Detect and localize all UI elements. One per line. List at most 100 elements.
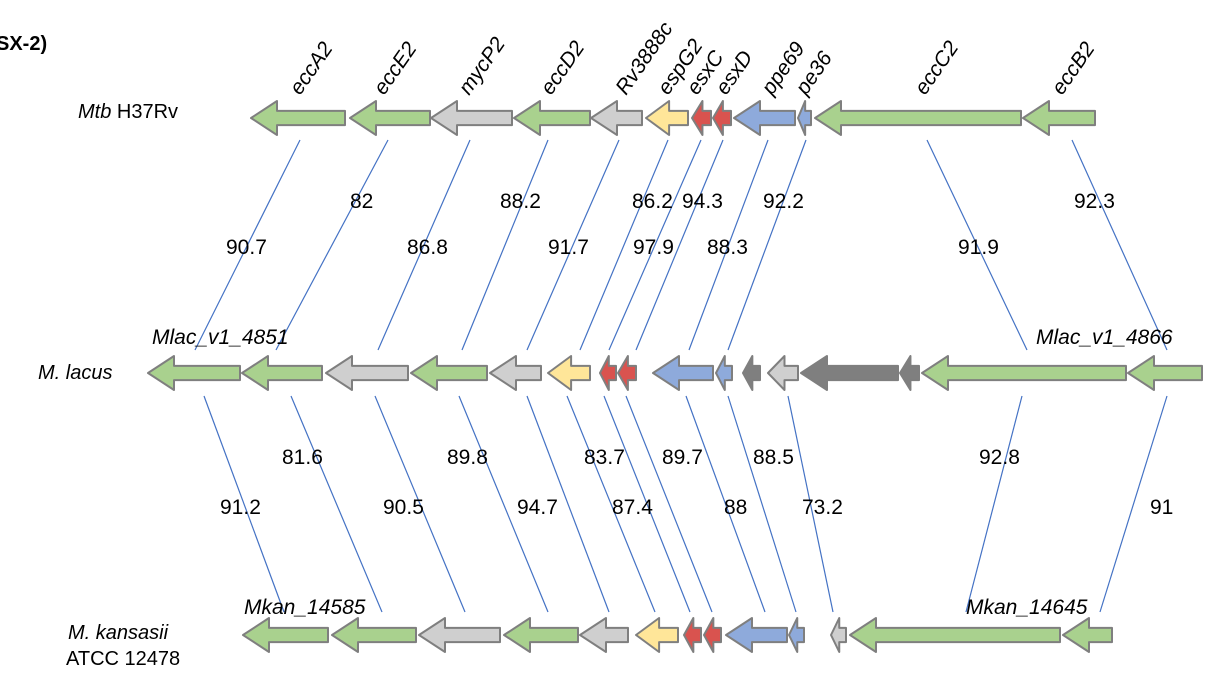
gene-arrow <box>635 617 679 653</box>
gene-arrow <box>703 617 722 653</box>
homology-link <box>458 395 549 613</box>
gene-arrow <box>503 617 579 653</box>
homology-link <box>566 395 656 613</box>
gene-arrow <box>742 355 761 391</box>
identity-value: 81.6 <box>282 446 323 469</box>
homology-link <box>1099 395 1168 613</box>
gene-arrow <box>814 100 1022 136</box>
homology-link <box>685 395 766 613</box>
homology-link <box>625 395 713 613</box>
gene-arrow <box>921 355 1127 391</box>
gene-arrow <box>725 617 788 653</box>
gene-arrow <box>645 100 689 136</box>
identity-value: 91.9 <box>958 236 999 259</box>
locus-label-mkan-left: Mkan_14585 <box>244 596 366 619</box>
identity-value: 88.5 <box>753 446 794 469</box>
gene-arrow <box>250 100 346 136</box>
identity-value: 90.7 <box>226 236 267 259</box>
identity-value: 83.7 <box>584 446 625 469</box>
gene-arrow <box>590 100 643 136</box>
gene-arrow <box>800 355 899 391</box>
identity-value: 92.2 <box>763 190 804 213</box>
identity-value: 88.2 <box>500 190 541 213</box>
gene-name-label: eccA2 <box>285 38 338 99</box>
gene-arrow <box>1062 617 1113 653</box>
genome-strain-mkan: ATCC 12478 <box>66 648 181 670</box>
gene-arrow <box>712 100 732 136</box>
panel-title: SX-2) <box>0 33 47 55</box>
gene-arrow <box>733 100 796 136</box>
homology-link <box>965 395 1023 613</box>
gene-name-label: eccC2 <box>910 37 963 99</box>
homology-link <box>526 139 620 351</box>
identity-value: 94.7 <box>517 496 558 519</box>
homology-link <box>727 395 797 613</box>
homology-link <box>579 139 669 351</box>
homology-link <box>290 395 383 613</box>
gene-arrow <box>418 617 501 653</box>
identity-value: 86.2 <box>632 190 673 213</box>
homology-link <box>377 139 471 351</box>
homology-link <box>374 395 466 613</box>
homology-link <box>727 139 807 351</box>
gene-arrow <box>599 355 617 391</box>
gene-name-label: eccD2 <box>536 37 589 99</box>
genome-name-mkan: M. kansasii <box>68 622 169 644</box>
gene-arrow <box>797 100 812 136</box>
gene-arrow <box>547 355 591 391</box>
identity-value: 88.3 <box>707 236 748 259</box>
gene-arrow <box>242 617 329 653</box>
gene-arrow <box>652 355 714 391</box>
locus-label-mkan-right: Mkan_14645 <box>966 596 1088 619</box>
gene-arrow <box>325 355 409 391</box>
gene-arrow <box>410 355 488 391</box>
identity-value: 86.8 <box>407 236 448 259</box>
homology-link <box>203 395 285 613</box>
identity-value: 91.7 <box>548 236 589 259</box>
gene-arrow <box>331 617 417 653</box>
gene-arrow <box>715 355 733 391</box>
gene-row-mlac <box>147 355 1203 391</box>
identity-value: 92.8 <box>979 446 1020 469</box>
identity-value: 90.5 <box>383 496 424 519</box>
homology-links <box>194 139 1168 613</box>
identity-value: 89.8 <box>447 446 488 469</box>
gene-arrow <box>1127 355 1203 391</box>
gene-row-mtb <box>250 100 1096 136</box>
gene-name-label: eccE2 <box>369 38 422 99</box>
homology-link <box>461 139 549 351</box>
genome-name-mlac: M. lacus <box>38 362 113 384</box>
gene-name-label: mycP2 <box>454 33 510 99</box>
genome-label-mkan: M. kansasii <box>68 622 168 645</box>
identity-value: 82 <box>350 190 373 213</box>
genome-strain-mtb: H37Rv <box>111 101 179 123</box>
gene-arrow <box>849 617 1061 653</box>
identity-value: 97.9 <box>633 236 674 259</box>
gene-arrow <box>1022 100 1096 136</box>
homology-link <box>194 139 301 351</box>
identity-value: 92.3 <box>1074 190 1115 213</box>
homology-link <box>688 139 769 351</box>
gene-arrow <box>489 355 542 391</box>
locus-label-mlac-left: Mlac_v1_4851 <box>152 326 289 349</box>
gene-arrow <box>683 617 702 653</box>
identity-value: 91.2 <box>220 496 261 519</box>
gene-arrow <box>788 617 805 653</box>
homology-link <box>603 395 691 613</box>
homology-link <box>1071 139 1168 351</box>
identity-value: 73.2 <box>802 496 843 519</box>
genome-label-mtb: Mtb H37Rv <box>78 101 178 124</box>
identity-value: 89.7 <box>662 446 703 469</box>
gene-arrow <box>349 100 431 136</box>
gene-row-mkan <box>242 617 1113 653</box>
identity-value: 88 <box>724 496 747 519</box>
gene-arrow <box>430 100 513 136</box>
homology-link <box>275 139 389 351</box>
gene-arrow <box>830 617 847 653</box>
gene-arrow <box>147 355 241 391</box>
homology-link <box>926 139 1028 351</box>
gene-arrows <box>147 100 1203 653</box>
homology-link <box>787 395 834 613</box>
gene-arrow <box>691 100 712 136</box>
